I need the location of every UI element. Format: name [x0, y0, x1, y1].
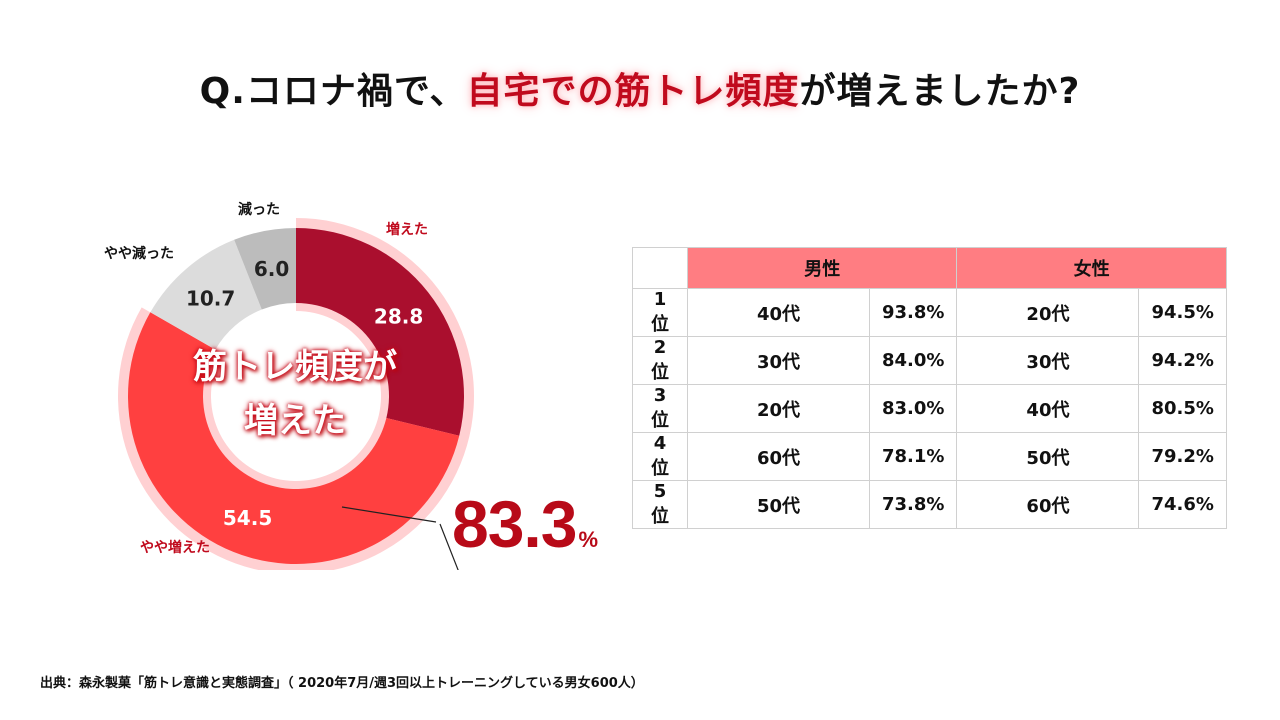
total-value-number: 83.3: [452, 487, 577, 561]
total-value: 83.3%: [452, 486, 598, 562]
male-value-cell: 84.0%: [868, 336, 958, 385]
table-header-male: 男性: [686, 247, 958, 289]
female-value-cell: 80.5%: [1138, 384, 1227, 433]
female-age-cell: 40代: [956, 384, 1140, 433]
page-title: Q.コロナ禍で、自宅での筋トレ頻度が増えましたか?: [0, 62, 1280, 114]
leader-lines: [341, 506, 459, 570]
table-row: 1位 40代 93.8% 20代 94.5%: [632, 288, 1227, 337]
male-age-cell: 20代: [687, 384, 870, 433]
center-text-line-1: 筋トレ頻度が: [193, 347, 397, 387]
male-age-cell: 60代: [687, 432, 870, 481]
center-text-line-2: 増えた: [244, 401, 346, 441]
female-value-cell: 79.2%: [1138, 432, 1227, 481]
male-age-cell: 30代: [687, 336, 870, 385]
male-age-cell: 40代: [687, 288, 870, 337]
female-age-cell: 50代: [956, 432, 1140, 481]
source-note: 出典：森永製菓「筋トレ意識と実態調査」（ 2020年7月/週3回以上トレーニング…: [40, 676, 644, 691]
male-value-cell: 78.1%: [868, 432, 958, 481]
leader-line-slightly-increased: [341, 506, 437, 523]
slice-decreased: [234, 228, 296, 310]
rank-cell: 2位: [632, 336, 688, 385]
table-header-female: 女性: [956, 247, 1227, 289]
rank-cell: 4位: [632, 432, 688, 481]
rank-cell: 1位: [632, 288, 688, 337]
title-pre: Q.コロナ禍で、: [199, 71, 467, 112]
slice-value-label: 6.0: [254, 257, 289, 281]
rank-cell: 3位: [632, 384, 688, 433]
table-header-row: 男性 女性: [632, 247, 1227, 289]
female-value-cell: 94.5%: [1138, 288, 1227, 337]
male-value-cell: 73.8%: [868, 480, 958, 529]
category-label: やや減った: [104, 245, 174, 262]
category-label: 減った: [238, 201, 280, 218]
slice-value-label: 54.5: [223, 506, 272, 530]
female-age-cell: 30代: [956, 336, 1140, 385]
total-value-unit: %: [578, 527, 598, 552]
category-label: やや増えた: [140, 539, 210, 556]
rank-cell: 5位: [632, 480, 688, 529]
table-row: 3位 20代 83.0% 40代 80.5%: [632, 384, 1227, 433]
leader-line-increased: [439, 523, 459, 570]
female-age-cell: 20代: [956, 288, 1140, 337]
table-row: 5位 50代 73.8% 60代 74.6%: [632, 480, 1227, 529]
ranking-table: 男性 女性 1位 40代 93.8% 20代 94.5% 2位 30代 84.0% 30代 94.…: [632, 247, 1227, 529]
female-value-cell: 74.6%: [1138, 480, 1227, 529]
slice-slightly-decreased: [150, 239, 262, 350]
donut-slices: [128, 228, 464, 564]
slice-slightly-increased: [128, 312, 460, 564]
female-age-cell: 60代: [956, 480, 1140, 529]
table-header-empty: [632, 247, 688, 289]
title-highlight: 自宅での筋トレ頻度: [466, 71, 800, 112]
slice-value-label: 10.7: [186, 286, 235, 310]
table-row: 2位 30代 84.0% 30代 94.2%: [632, 336, 1227, 385]
table-row: 4位 60代 78.1% 50代 79.2%: [632, 432, 1227, 481]
slice-increased: [296, 228, 464, 436]
male-value-cell: 93.8%: [868, 288, 958, 337]
male-value-cell: 83.0%: [868, 384, 958, 433]
slice-value-label: 28.8: [374, 304, 423, 328]
title-post: が増えましたか?: [799, 71, 1081, 112]
male-age-cell: 50代: [687, 480, 870, 529]
category-label: 増えた: [386, 221, 428, 238]
female-value-cell: 94.2%: [1138, 336, 1227, 385]
